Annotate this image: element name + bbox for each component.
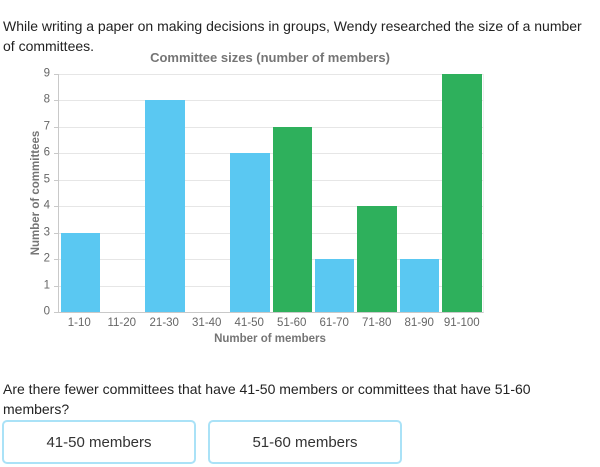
x-axis-label: Number of members	[214, 333, 326, 345]
gridline	[59, 259, 483, 261]
x-axis-ticks: 1-10 11-20 21-30 31-40 41-50 51-60 61-70 71-80 8…	[58, 317, 483, 329]
x-tick-label: 11-20	[107, 317, 137, 329]
bar-71-80	[357, 206, 397, 312]
x-tick-label: 81-90	[404, 317, 434, 329]
gridline	[59, 74, 483, 75]
x-tick-label: 41-50	[234, 317, 264, 329]
bar-slot-91-100	[441, 74, 483, 312]
x-tick-label: 91-100	[443, 317, 480, 329]
y-tick-mark	[54, 312, 58, 313]
gridline	[59, 232, 483, 234]
y-tick-label: 9	[43, 67, 50, 80]
gridline	[59, 126, 483, 128]
bar-slot-31-40	[186, 74, 228, 312]
y-tick-mark	[54, 126, 58, 128]
y-tick-mark	[54, 206, 58, 208]
chart-title: Committee sizes (number of members)	[150, 50, 390, 65]
gridline	[59, 285, 483, 287]
bar-slot-51-60	[271, 74, 313, 312]
answer-button-51-60[interactable]: 51-60 members	[208, 420, 402, 464]
bar-slot-71-80	[356, 74, 398, 312]
bar-1-10	[60, 232, 100, 312]
y-tick-label: 6	[43, 146, 50, 159]
y-tick-mark	[54, 74, 58, 75]
gridline	[59, 153, 483, 155]
bar-slot-1-10	[59, 74, 101, 312]
bar-slot-21-30	[144, 74, 186, 312]
y-tick-label: 0	[43, 305, 50, 318]
y-tick-mark	[54, 259, 58, 261]
bar-slot-81-90	[398, 74, 440, 312]
x-tick-label: 31-40	[192, 317, 222, 329]
bars-layer	[59, 74, 483, 312]
y-tick-mark	[54, 179, 58, 181]
y-tick-label: 3	[43, 226, 50, 239]
answer-button-41-50[interactable]: 41-50 members	[2, 420, 196, 464]
bar-51-60	[272, 126, 312, 312]
y-tick-label: 2	[43, 252, 50, 265]
bar-21-30	[145, 100, 185, 312]
bar-81-90	[399, 259, 440, 312]
bar-41-50	[230, 153, 270, 312]
y-tick-mark	[54, 285, 58, 287]
y-tick-label: 7	[43, 120, 50, 133]
x-tick-label: 61-70	[319, 317, 349, 329]
question-text: Are there fewer committees that have 41-…	[3, 381, 531, 417]
y-tick-mark	[54, 232, 58, 234]
plot-area	[58, 74, 484, 313]
x-tick-label: 71-80	[362, 317, 392, 329]
y-tick-mark	[54, 153, 58, 155]
x-tick-label: 51-60	[277, 317, 307, 329]
y-tick-label: 4	[43, 199, 50, 212]
bar-slot-61-70	[313, 74, 355, 312]
y-axis-ticks: 0 1 2 3 4 5 6 7 8 9	[0, 68, 58, 317]
y-tick-label: 8	[43, 93, 50, 106]
x-tick-label: 21-30	[149, 317, 179, 329]
gridline	[59, 100, 483, 102]
bar-91-100	[442, 74, 482, 312]
y-tick-label: 5	[43, 173, 50, 186]
bar-slot-11-20	[101, 74, 143, 312]
gridline	[59, 179, 483, 181]
y-tick-label: 1	[43, 279, 50, 292]
intro-text: While writing a paper on making decision…	[3, 18, 582, 54]
gridline	[59, 206, 483, 208]
bar-slot-41-50	[229, 74, 271, 312]
answer-options: 41-50 members 51-60 members	[2, 420, 402, 464]
x-tick-label: 1-10	[67, 317, 91, 329]
bar-61-70	[314, 259, 355, 312]
y-tick-mark	[54, 100, 58, 102]
